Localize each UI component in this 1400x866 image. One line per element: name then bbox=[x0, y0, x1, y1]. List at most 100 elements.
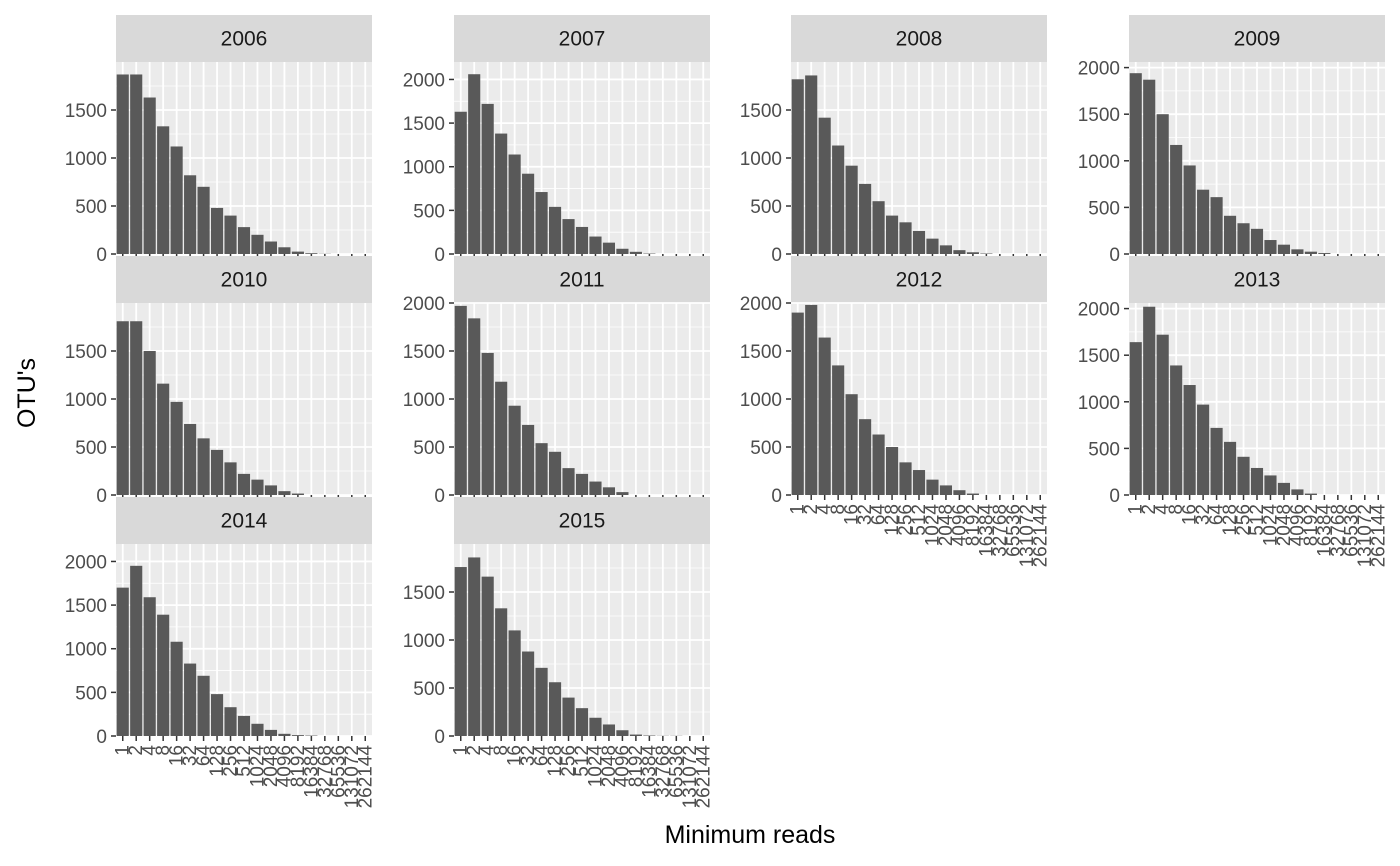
x-tick-label: 65536 bbox=[1003, 504, 1024, 557]
bar-2007-1024 bbox=[589, 236, 602, 254]
bar-2007-16 bbox=[508, 154, 521, 254]
bar-2012-1024 bbox=[926, 479, 939, 495]
y-tick-label: 1000 bbox=[65, 390, 107, 411]
x-tick-label: 4096 bbox=[949, 504, 970, 546]
facet-strip-label: 2015 bbox=[559, 510, 606, 533]
bar-2012-2048 bbox=[939, 485, 953, 495]
bar-2015-16 bbox=[508, 630, 521, 736]
y-tick-label: 1500 bbox=[1078, 105, 1120, 126]
bar-2015-2 bbox=[468, 557, 481, 736]
bar-2006-128 bbox=[210, 207, 224, 254]
y-tick-label: 1500 bbox=[65, 101, 107, 122]
y-tick-label: 1000 bbox=[403, 390, 445, 411]
bar-2013-1024 bbox=[1264, 475, 1277, 495]
bar-2014-16 bbox=[170, 641, 183, 736]
bar-2015-1024 bbox=[589, 717, 602, 736]
bar-2006-256 bbox=[224, 215, 237, 254]
facet-strip bbox=[116, 256, 372, 303]
bar-2009-1 bbox=[1129, 73, 1142, 254]
y-tick-label: 1000 bbox=[65, 640, 107, 661]
bar-2009-2 bbox=[1143, 79, 1156, 254]
bar-2012-8 bbox=[832, 365, 845, 495]
x-tick-label: 4 bbox=[815, 504, 836, 515]
y-tick-label: 1500 bbox=[740, 101, 782, 122]
y-tick-label: 1000 bbox=[1078, 152, 1120, 173]
x-tick-label: 2 bbox=[126, 745, 147, 756]
y-tick-label: 500 bbox=[413, 679, 445, 700]
bar-2011-4 bbox=[481, 352, 494, 495]
bar-2010-32 bbox=[184, 423, 197, 495]
bar-2006-8192 bbox=[291, 251, 304, 254]
y-tick-label: 0 bbox=[771, 486, 782, 507]
bar-2011-32 bbox=[522, 424, 535, 495]
facet-panel-2014: 2014050010001500200012481632641282565121… bbox=[65, 497, 376, 808]
bar-2009-1024 bbox=[1264, 240, 1277, 254]
facet-panel-2011: 2011 0 500 1000 1500 2000 bbox=[403, 256, 710, 507]
y-tick-label: 1500 bbox=[403, 114, 445, 135]
y-tick-label: 2000 bbox=[740, 294, 782, 315]
bar-2007-256 bbox=[562, 219, 575, 254]
x-tick-label: 512 bbox=[234, 745, 255, 777]
bar-2008-64 bbox=[872, 201, 885, 254]
bar-2012-256 bbox=[899, 462, 912, 495]
x-tick-label: 512 bbox=[572, 745, 593, 777]
x-tick-label: 8192 bbox=[1301, 504, 1322, 546]
bar-2010-1024 bbox=[251, 479, 264, 495]
bar-2006-64 bbox=[197, 186, 210, 254]
bar-2013-4096 bbox=[1291, 489, 1304, 495]
bar-2010-4096 bbox=[278, 491, 291, 495]
bar-2015-4096 bbox=[616, 730, 629, 736]
bar-2013-16 bbox=[1183, 385, 1196, 495]
bar-2012-8192 bbox=[966, 493, 979, 495]
bar-2012-1 bbox=[791, 312, 804, 495]
bar-2006-16384 bbox=[305, 253, 318, 254]
x-tick-label: 262144 bbox=[1030, 504, 1051, 568]
x-tick-label: 8 bbox=[153, 745, 174, 756]
x-tick-label: 4096 bbox=[1287, 504, 1308, 546]
bar-2009-8 bbox=[1170, 144, 1183, 254]
y-tick-label: 0 bbox=[96, 245, 107, 266]
facet-panel-2009: 2009 0 500 1000 1500 2000 bbox=[1078, 15, 1385, 266]
bar-2015-32 bbox=[522, 651, 535, 736]
y-tick-label: 500 bbox=[413, 201, 445, 222]
bar-2007-32 bbox=[522, 173, 535, 254]
bar-2011-128 bbox=[548, 451, 562, 495]
bar-2006-2 bbox=[130, 74, 143, 254]
bar-2008-8192 bbox=[966, 252, 979, 254]
x-tick-label: 65536 bbox=[1341, 504, 1362, 557]
y-tick-label: 1500 bbox=[403, 342, 445, 363]
x-tick-label: 64 bbox=[194, 745, 215, 767]
bar-2006-4 bbox=[143, 97, 156, 255]
y-tick-label: 500 bbox=[75, 197, 107, 218]
x-tick-label: 128 bbox=[882, 504, 903, 536]
bar-2009-16 bbox=[1183, 165, 1196, 254]
bar-2012-2 bbox=[805, 304, 818, 495]
y-tick-label: 0 bbox=[434, 727, 445, 748]
bar-2015-128 bbox=[548, 682, 562, 736]
x-tick-label: 1024 bbox=[922, 504, 943, 547]
y-tick-label: 0 bbox=[1109, 245, 1120, 266]
x-tick-label: 16384 bbox=[301, 745, 322, 798]
bar-2015-8 bbox=[495, 608, 508, 736]
x-tick-label: 4096 bbox=[612, 745, 633, 787]
facet-panel-2008: 2008 0 500 1000 1500 bbox=[740, 15, 1047, 266]
facet-panel-2013: 2013050010001500200012481632641282565121… bbox=[1078, 256, 1389, 567]
x-tick-label: 16384 bbox=[1314, 504, 1335, 557]
bar-2014-4 bbox=[143, 597, 156, 736]
x-tick-label: 2048 bbox=[936, 504, 957, 546]
bar-2013-512 bbox=[1250, 467, 1264, 495]
y-tick-label: 1000 bbox=[403, 631, 445, 652]
y-tick-label: 500 bbox=[75, 438, 107, 459]
facet-strip bbox=[454, 15, 710, 62]
y-tick-label: 1000 bbox=[403, 158, 445, 179]
facet-strip-label: 2012 bbox=[896, 269, 943, 292]
x-tick-label: 128 bbox=[207, 745, 228, 777]
bar-2010-8 bbox=[157, 383, 170, 495]
bar-2010-1 bbox=[116, 321, 129, 495]
y-tick-label: 500 bbox=[75, 683, 107, 704]
bar-2014-1024 bbox=[251, 723, 264, 736]
bar-2010-2048 bbox=[264, 485, 278, 495]
x-tick-label: 8 bbox=[828, 504, 849, 515]
y-tick-label: 2000 bbox=[1078, 300, 1120, 321]
facet-strip-label: 2006 bbox=[221, 28, 268, 51]
